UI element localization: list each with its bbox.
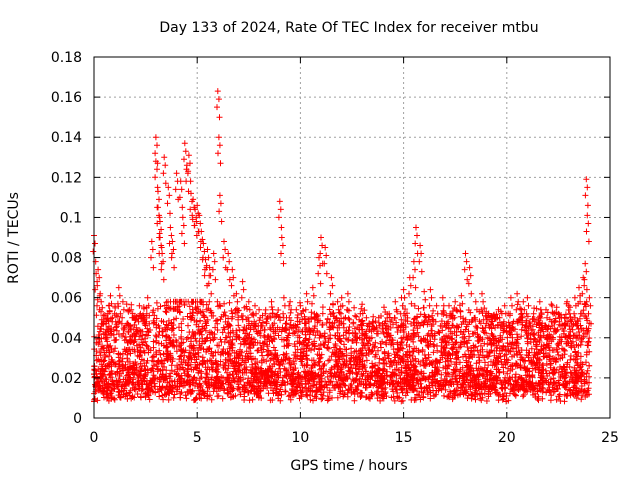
y-tick-labels: 0 0.02 0.04 0.06 0.08 0.1 0.12 0.14 0.16 0.18 (51, 50, 82, 427)
x-tick-label: 20 (498, 430, 516, 446)
chart-title: Day 133 of 2024, Rate Of TEC Index for r… (159, 20, 538, 36)
x-tick-label: 10 (291, 430, 309, 446)
y-tick-label: 0.02 (51, 371, 82, 387)
y-axis-label: ROTI / TECUs (6, 192, 22, 284)
x-tick-label: 25 (601, 430, 619, 446)
y-tick-label: 0 (73, 411, 82, 427)
y-tick-label: 0.1 (60, 210, 82, 226)
y-tick-label: 0.18 (51, 50, 82, 66)
y-tick-label: 0.14 (51, 130, 82, 146)
y-tick-label: 0.06 (51, 291, 82, 307)
x-tick-label: 15 (395, 430, 413, 446)
y-tick-label: 0.12 (51, 170, 82, 186)
y-tick-label: 0.16 (51, 90, 82, 106)
x-tick-label: 5 (193, 430, 202, 446)
scatter-markers (90, 88, 594, 405)
x-tick-label: 0 (90, 430, 99, 446)
y-tick-label: 0.08 (51, 251, 82, 267)
plot-frame (93, 56, 611, 419)
data-points (90, 88, 594, 405)
y-tick-label: 0.04 (51, 331, 82, 347)
x-tick-labels: 0 5 10 15 20 25 (90, 430, 619, 446)
x-axis-label: GPS time / hours (290, 458, 407, 474)
axis-ticks (93, 56, 611, 419)
